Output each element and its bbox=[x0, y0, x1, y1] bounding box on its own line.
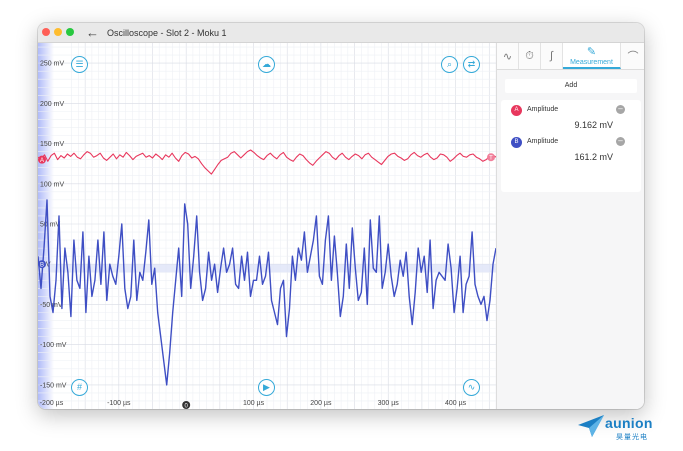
channel-a-marker[interactable] bbox=[38, 155, 46, 164]
zoom-search-icon: ⌕ bbox=[446, 59, 453, 69]
zoom-button[interactable]: ⌕ bbox=[441, 56, 458, 73]
sine-wave-icon: ∿ bbox=[502, 50, 513, 63]
measurement-item[interactable]: B Amplitude – 161.2 mV bbox=[501, 132, 641, 172]
y-tick-label: 200 mV bbox=[40, 101, 64, 108]
channel-b-marker-label: B bbox=[40, 263, 44, 269]
ruler-icon: ✎ bbox=[586, 45, 597, 58]
tab-measurement-label: Measurement bbox=[570, 58, 613, 66]
series-b-line bbox=[38, 199, 496, 386]
y-tick-label: 150 mV bbox=[40, 141, 64, 148]
x-tick-label: 200 µs bbox=[310, 400, 332, 407]
aunion-logo-mark-icon bbox=[578, 415, 604, 437]
menu-icon: ☰ bbox=[75, 59, 84, 69]
x-tick-label: -200 µs bbox=[40, 400, 64, 407]
x-tick-label: 300 µs bbox=[378, 400, 400, 407]
logo-word: aunion bbox=[605, 415, 653, 431]
edge-icon: ∫ bbox=[549, 50, 553, 62]
close-window-button[interactable] bbox=[42, 28, 50, 36]
tab-display[interactable]: ⌒ bbox=[621, 43, 644, 69]
measurement-name: Amplitude bbox=[527, 106, 559, 113]
grid-button[interactable]: # bbox=[71, 379, 88, 396]
channel-a-marker-label: A bbox=[40, 158, 44, 164]
time-zero-marker[interactable] bbox=[182, 401, 191, 409]
window-title: Oscilloscope - Slot 2 - Moku 1 bbox=[107, 28, 227, 38]
x-tick-label: 400 µs bbox=[445, 400, 467, 407]
measurement-value: 161.2 mV bbox=[574, 152, 613, 162]
tab-measurement[interactable]: ✎ Measurement bbox=[563, 43, 621, 69]
panel-tabs: ∿ ⏱ ∫ ✎ Measurement ⌒ bbox=[497, 43, 644, 70]
sine-wave-icon: ∿ bbox=[467, 382, 476, 392]
side-panel: ∿ ⏱ ∫ ✎ Measurement ⌒ Add A Amplitude – … bbox=[496, 43, 644, 409]
x-tick-label: 100 µs bbox=[243, 400, 265, 407]
gauge-icon: ⌒ bbox=[627, 51, 639, 63]
trigger-level-label: T bbox=[489, 156, 493, 162]
minimize-window-button[interactable] bbox=[54, 28, 62, 36]
aunion-logo: aunion 昊量光电 bbox=[578, 413, 680, 443]
autoscale-arrows-icon: ⇄ bbox=[467, 59, 476, 69]
y-tick-label: 50 mV bbox=[40, 222, 61, 229]
stopwatch-icon: ⏱ bbox=[525, 49, 534, 62]
measurement-value: 9.162 mV bbox=[574, 120, 613, 130]
series-a-line bbox=[38, 149, 496, 175]
title-bar: ← Oscilloscope - Slot 2 - Moku 1 bbox=[38, 23, 644, 43]
logo-subtitle: 昊量光电 bbox=[616, 434, 648, 441]
time-zero-label: 0 bbox=[185, 403, 189, 409]
y-tick-label: 100 mV bbox=[40, 181, 64, 188]
y-tick-label: 250 mV bbox=[40, 61, 64, 68]
menu-button[interactable]: ☰ bbox=[71, 56, 88, 73]
tab-waveform[interactable]: ∿ bbox=[497, 43, 519, 69]
measurement-options-icon[interactable]: – bbox=[616, 105, 625, 114]
zoom-window-button[interactable] bbox=[66, 28, 74, 36]
y-tick-label: -150 mV bbox=[40, 382, 67, 389]
channel-b-marker[interactable] bbox=[38, 260, 46, 269]
autoscale-button[interactable]: ⇄ bbox=[463, 56, 480, 73]
y-tick-label: -100 mV bbox=[40, 342, 67, 349]
channel-b-badge: B bbox=[511, 137, 522, 148]
waveform-settings-button[interactable]: ∿ bbox=[463, 379, 480, 396]
app-window: ← Oscilloscope - Slot 2 - Moku 1 250 mV 2… bbox=[38, 23, 644, 409]
measurement-item[interactable]: A Amplitude – 9.162 mV bbox=[501, 100, 641, 140]
x-tick-label: -100 µs bbox=[107, 400, 131, 407]
cloud-button[interactable]: ☁ bbox=[258, 56, 275, 73]
run-button[interactable]: ▶ bbox=[258, 379, 275, 396]
grid-icon: # bbox=[76, 382, 82, 392]
add-measurement-button[interactable]: Add bbox=[505, 79, 637, 93]
back-arrow-icon[interactable]: ← bbox=[86, 25, 99, 40]
measurement-list: A Amplitude – 9.162 mV B Amplitude – 161… bbox=[501, 100, 641, 192]
play-icon: ▶ bbox=[263, 382, 270, 392]
measurement-name: Amplitude bbox=[527, 138, 559, 145]
measurement-options-icon[interactable]: – bbox=[616, 137, 625, 146]
cloud-icon: ☁ bbox=[262, 59, 271, 69]
trigger-level-marker[interactable] bbox=[487, 153, 495, 162]
tab-trigger[interactable]: ∫ bbox=[541, 43, 563, 69]
tab-timebase[interactable]: ⏱ bbox=[519, 43, 541, 69]
channel-a-badge: A bbox=[511, 105, 522, 116]
